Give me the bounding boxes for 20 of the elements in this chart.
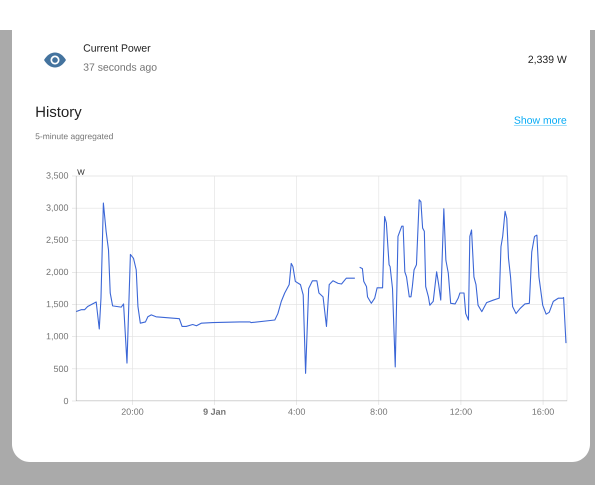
text: 37 seconds ago bbox=[84, 63, 157, 73]
y-tick-label: 2,500 bbox=[46, 236, 68, 244]
y-tick-label: 3,000 bbox=[46, 204, 68, 212]
y-tick-label: 1,000 bbox=[46, 333, 68, 340]
x-tick-label: 20:00 bbox=[122, 408, 144, 415]
x-tick-label: 12:00 bbox=[450, 408, 472, 415]
text: 2,339 W bbox=[528, 56, 567, 64]
text: Current Power bbox=[84, 44, 150, 52]
y-tick-label: 0 bbox=[64, 398, 68, 404]
y-tick-label: 500 bbox=[54, 366, 68, 372]
text: Show more bbox=[514, 116, 566, 124]
y-tick-label: 3,500 bbox=[46, 172, 68, 180]
y-tick-label: 2,000 bbox=[46, 268, 68, 276]
chart-subtitle: 5-minute aggregated bbox=[36, 133, 113, 141]
chart-title: History bbox=[36, 106, 82, 120]
x-tick-label: 8:00 bbox=[370, 408, 388, 415]
x-tick-label: 9 Jan bbox=[203, 408, 226, 415]
x-tick-label: 4:00 bbox=[288, 408, 306, 415]
x-tick-label: 16:00 bbox=[532, 408, 554, 415]
y-tick-label: 1,500 bbox=[46, 300, 68, 308]
